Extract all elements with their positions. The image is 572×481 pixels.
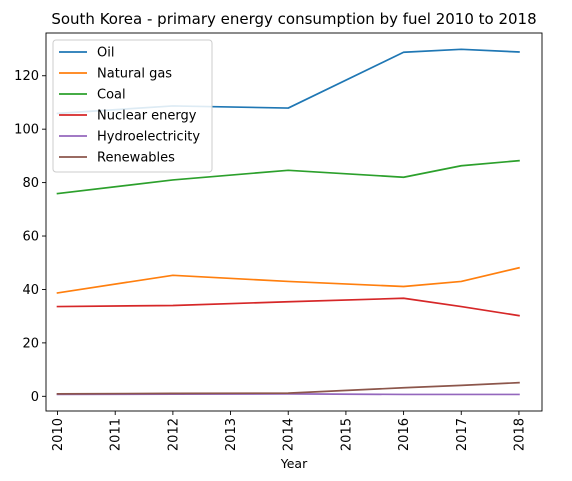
x-tick-label-4: 2014 <box>282 418 297 451</box>
series-line-5 <box>58 383 519 394</box>
y-tick-label-0: 0 <box>31 390 39 405</box>
legend-label-0: Oil <box>97 46 114 61</box>
y-tick-label-3: 60 <box>22 230 39 245</box>
y-tick-label-2: 40 <box>22 283 39 298</box>
x-tick-label-1: 2011 <box>109 418 124 451</box>
y-tick-label-4: 80 <box>22 176 39 191</box>
y-tick-label-6: 120 <box>14 69 39 84</box>
legend-label-3: Nuclear energy <box>97 109 197 124</box>
x-tick-label-3: 2013 <box>224 418 239 451</box>
legend-label-5: Renewables <box>97 151 175 166</box>
x-tick-label-2: 2012 <box>166 418 181 451</box>
x-tick-label-0: 2010 <box>51 418 66 451</box>
legend: Oil Natural gas Coal Nuclear energy Hydroele… <box>53 40 212 172</box>
legend-label-1: Natural gas <box>97 67 172 82</box>
y-tick-label-5: 100 <box>14 123 39 138</box>
series-line-3 <box>58 298 519 315</box>
series-line-1 <box>58 268 519 293</box>
x-tick-label-8: 2018 <box>512 418 527 451</box>
legend-label-2: Coal <box>97 88 126 103</box>
chart-title: South Korea - primary energy consumption… <box>51 10 536 28</box>
y-tick-label-1: 20 <box>22 336 39 351</box>
x-tick-label-6: 2016 <box>397 418 412 451</box>
x-tick-label-5: 2015 <box>339 418 354 451</box>
x-tick-label-7: 2017 <box>455 418 470 451</box>
legend-label-4: Hydroelectricity <box>97 130 200 145</box>
x-axis-label: Year <box>280 456 308 471</box>
